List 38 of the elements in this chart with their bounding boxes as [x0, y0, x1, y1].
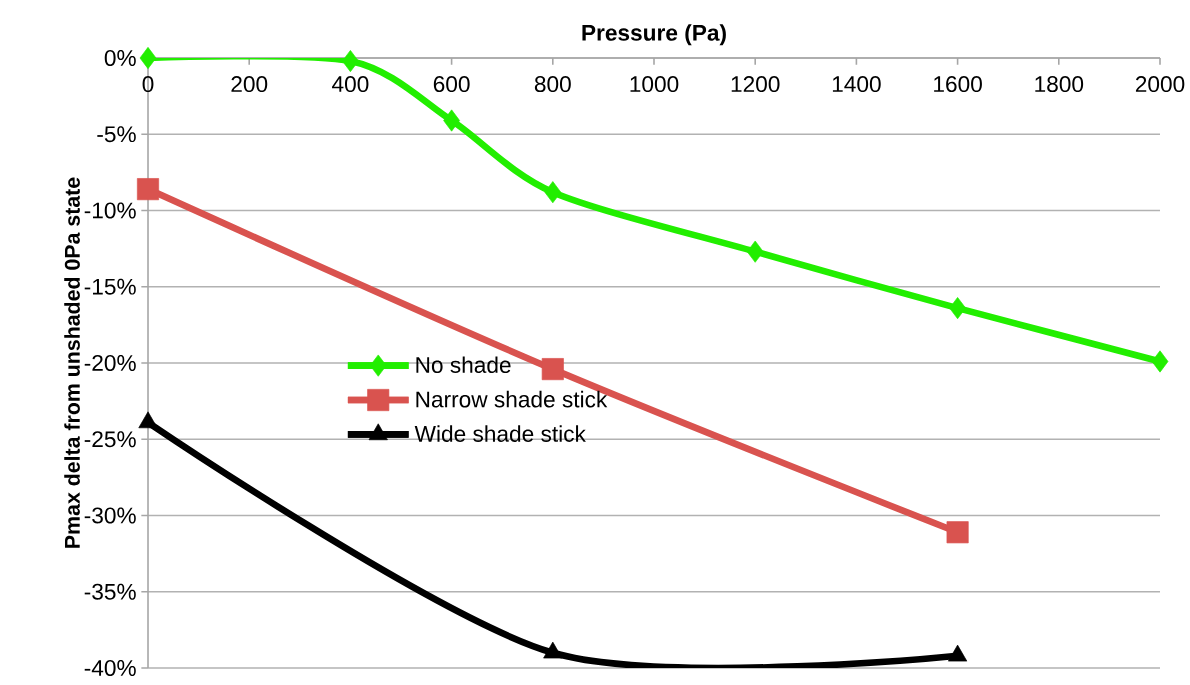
y-tick-label: -35% [84, 583, 136, 600]
point [138, 411, 158, 429]
legend-label: No shade [416, 356, 511, 374]
legend-label: Wide shade stick [414, 425, 586, 442]
point [948, 644, 968, 662]
y-tick-label: -25% [84, 431, 136, 448]
point [541, 358, 564, 381]
point [342, 50, 359, 73]
point [949, 297, 966, 320]
x-tick-label: 600 [433, 76, 470, 93]
x-tick-label: 200 [231, 76, 268, 93]
point [1151, 350, 1169, 373]
x-tick-label: 0 [142, 76, 154, 93]
y-tick-label: 0% [104, 49, 136, 67]
x-tick-label: 1600 [934, 76, 982, 93]
x-tick-label: 400 [332, 76, 369, 93]
point [543, 641, 563, 659]
point [443, 109, 460, 132]
x-tick-label: 1200 [731, 76, 780, 93]
x-tick-label: 1800 [1035, 76, 1084, 93]
y-tick-label: -5% [97, 126, 136, 143]
x-tick-label: 2000 [1135, 76, 1185, 93]
x-tick-label: 1000 [630, 76, 679, 93]
x-axis-title: Pressure (Pa) [582, 24, 726, 46]
y-tick-label: -30% [84, 507, 136, 524]
point [746, 240, 764, 263]
x-tick-label: 1400 [832, 76, 881, 93]
y-axis-title: Pmax delta from unshaded 0Pa state [64, 177, 80, 548]
y-tick-label: -15% [84, 278, 136, 295]
y-tick-label: -20% [84, 354, 136, 372]
y-tick-label: -10% [84, 202, 136, 219]
y-tick-label: -40% [84, 659, 136, 677]
point [946, 521, 969, 544]
point [139, 46, 157, 69]
x-tick-label: 800 [534, 76, 571, 93]
point [544, 181, 562, 204]
legend-label: Narrow shade stick [416, 390, 608, 408]
point [137, 178, 160, 201]
